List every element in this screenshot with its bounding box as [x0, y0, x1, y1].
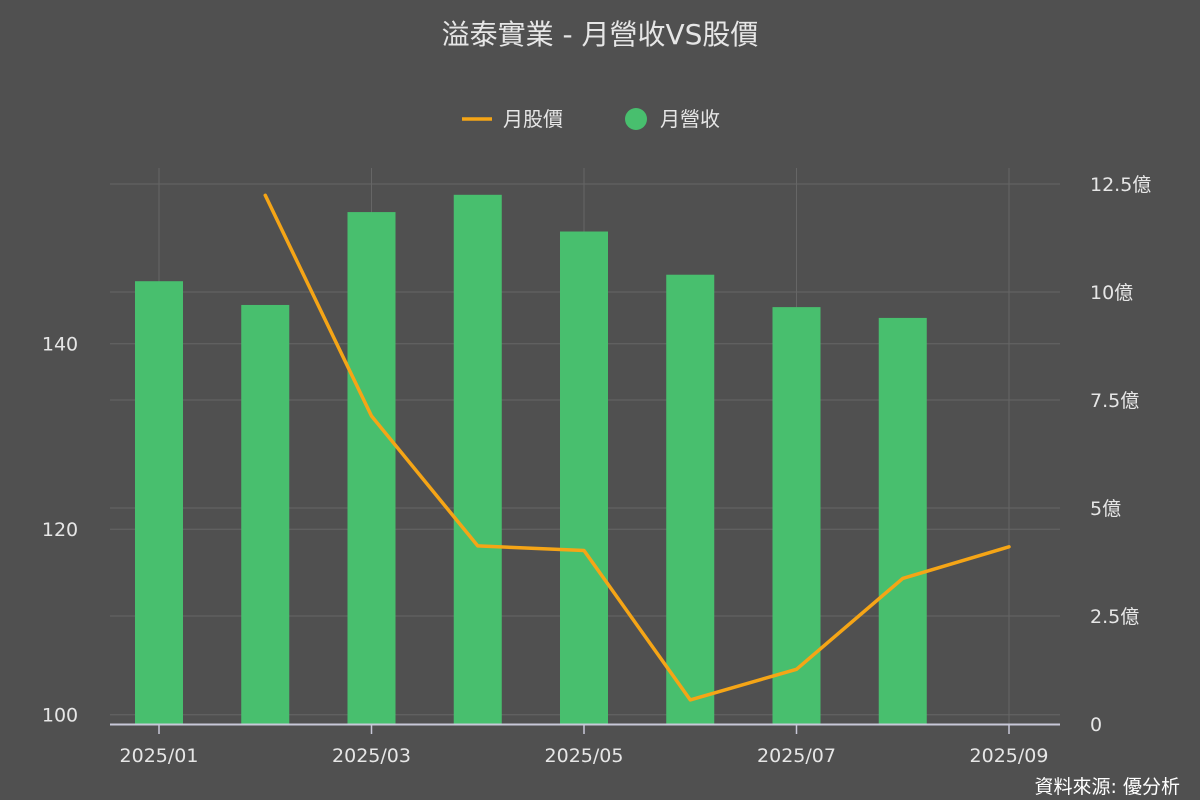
revenue-bar-5: [666, 274, 715, 724]
revenue-bars: [135, 194, 927, 725]
revenue-bar-1: [241, 304, 290, 724]
right-tick-label-2: 5億: [1090, 498, 1121, 520]
left-tick-label-1: 120: [42, 519, 78, 541]
left-tick-label-2: 140: [42, 334, 78, 356]
revenue-bar-2: [347, 212, 396, 724]
legend: 月股價 月營收: [462, 107, 720, 131]
price-line: [263, 193, 1011, 702]
right-tick-label-3: 7.5億: [1090, 390, 1139, 412]
right-tick-label-1: 2.5億: [1090, 606, 1139, 628]
legend-label-price: 月股價: [503, 107, 563, 131]
revenue-bar-6: [772, 307, 821, 724]
x-tick-label-0: 2025/01: [120, 745, 199, 767]
price-line-layer: [263, 193, 1011, 702]
right-tick-label-4: 10億: [1090, 282, 1133, 304]
revenue-bar-7: [878, 317, 927, 724]
x-tick-label-1: 2025/03: [332, 745, 411, 767]
revenue-bar-4: [560, 231, 608, 724]
legend-label-revenue: 月營收: [660, 107, 720, 131]
legend-circle-marker: [625, 108, 647, 130]
axes: 2025/01 2025/03 2025/05 2025/07 2025/09 100 12…: [42, 174, 1151, 767]
right-tick-label-5: 12.5億: [1090, 174, 1151, 196]
revenue-bar-3: [453, 194, 502, 725]
chart-title: 溢泰實業 - 月營收VS股價: [442, 18, 759, 51]
x-tick-label-2: 2025/05: [545, 745, 624, 767]
right-tick-label-0: 0: [1090, 714, 1102, 736]
x-tick-label-4: 2025/09: [970, 745, 1049, 767]
source-note: 資料來源: 優分析: [1035, 776, 1180, 798]
x-tick-label-3: 2025/07: [757, 745, 836, 767]
revenue-bar-0: [135, 281, 183, 724]
left-tick-label-0: 100: [42, 705, 78, 727]
